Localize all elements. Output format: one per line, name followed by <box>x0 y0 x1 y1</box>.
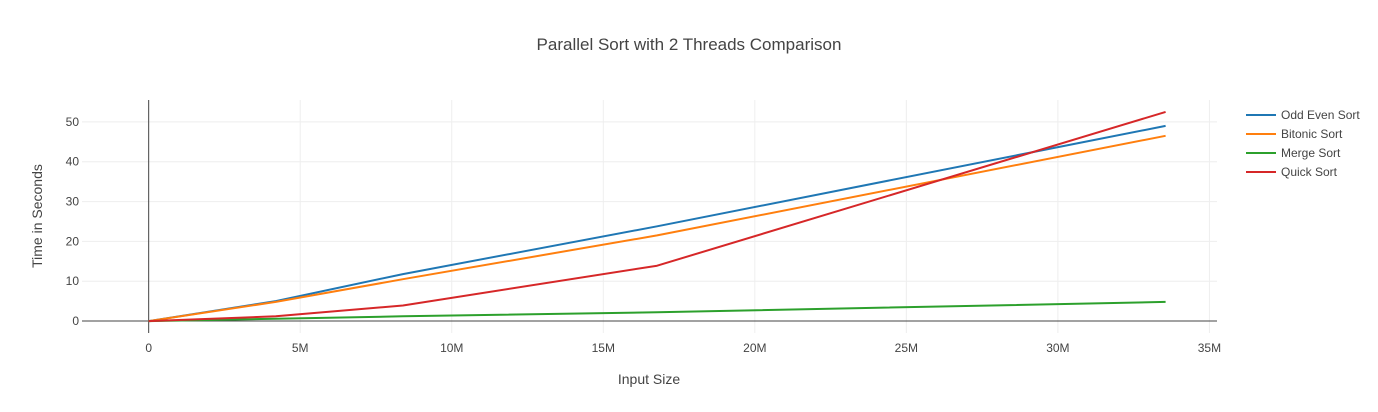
legend-label: Quick Sort <box>1281 165 1338 179</box>
legend-item-odd-even-sort[interactable]: Odd Even Sort <box>1246 108 1360 122</box>
grid <box>82 100 1217 333</box>
x-axis-ticks: 0 5M 10M 15M 20M 25M 30M 35M <box>145 341 1221 355</box>
y-tick-label: 30 <box>66 195 80 209</box>
x-tick-label: 0 <box>145 341 152 355</box>
x-tick-label: 15M <box>592 341 615 355</box>
series-lines <box>148 110 1166 323</box>
legend-item-bitonic-sort[interactable]: Bitonic Sort <box>1246 127 1343 141</box>
axes <box>82 100 1217 333</box>
x-tick-label: 20M <box>743 341 766 355</box>
x-tick-label: 5M <box>292 341 309 355</box>
x-tick-label: 35M <box>1198 341 1221 355</box>
y-tick-label: 0 <box>72 314 79 328</box>
x-tick-label: 25M <box>895 341 918 355</box>
chart-title: Parallel Sort with 2 Threads Comparison <box>537 35 842 54</box>
legend-item-quick-sort[interactable]: Quick Sort <box>1246 165 1338 179</box>
legend[interactable]: Odd Even Sort Bitonic Sort Merge Sort Quick… <box>1246 108 1360 179</box>
series-line-bitonic-sort <box>148 134 1166 323</box>
x-tick-label: 10M <box>440 341 463 355</box>
y-tick-label: 10 <box>66 274 80 288</box>
y-tick-label: 40 <box>66 155 80 169</box>
x-axis-title: Input Size <box>618 371 680 387</box>
legend-item-merge-sort[interactable]: Merge Sort <box>1246 146 1341 160</box>
legend-label: Bitonic Sort <box>1281 127 1343 141</box>
y-tick-label: 50 <box>66 115 80 129</box>
series-line-odd-even-sort <box>148 124 1166 323</box>
y-axis-ticks: 0 10 20 30 40 50 <box>66 115 80 328</box>
legend-label: Merge Sort <box>1281 146 1341 160</box>
y-axis-title: Time in Seconds <box>29 164 45 268</box>
legend-label: Odd Even Sort <box>1281 108 1360 122</box>
series-line-quick-sort <box>148 110 1166 323</box>
x-tick-label: 30M <box>1046 341 1069 355</box>
series-line-merge-sort <box>148 300 1166 323</box>
y-tick-label: 20 <box>66 234 80 248</box>
